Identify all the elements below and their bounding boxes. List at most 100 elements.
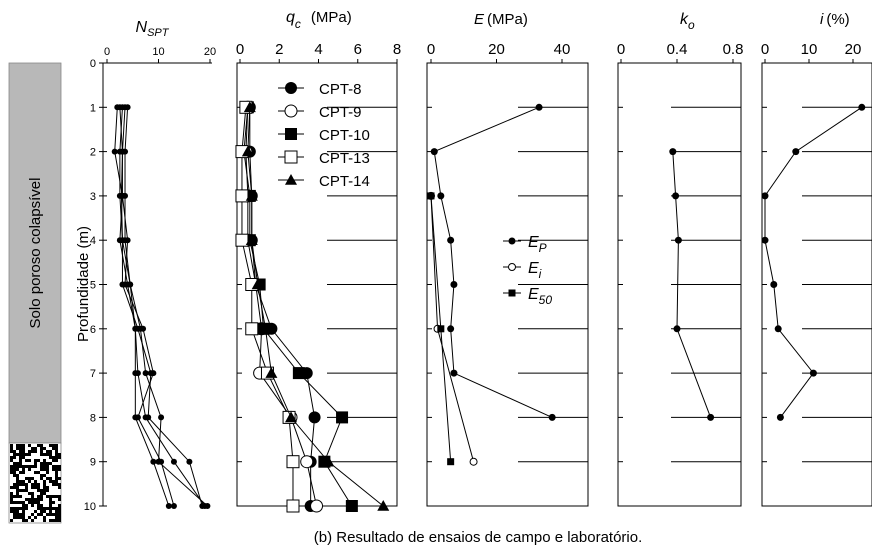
- pattern-dot: [28, 468, 31, 471]
- pattern-dot: [49, 519, 52, 522]
- pattern-dot: [10, 468, 13, 471]
- pattern-dot: [37, 444, 40, 447]
- x-tick-label: 0: [236, 41, 244, 58]
- pattern-dot: [37, 498, 40, 501]
- layer-label: Solo poroso colapsível: [27, 178, 44, 329]
- pattern-dot: [55, 468, 58, 471]
- marker-filled-circle: [447, 325, 455, 333]
- marker-filled-circle: [165, 503, 172, 509]
- pattern-dot: [43, 480, 46, 483]
- pattern-dot: [34, 471, 37, 474]
- pattern-dot: [52, 513, 55, 516]
- pattern-dot: [16, 513, 19, 516]
- pattern-dot: [58, 456, 61, 459]
- marker-filled-circle: [116, 237, 123, 244]
- depth-tick-label: 3: [90, 191, 96, 203]
- pattern-dot: [19, 480, 22, 483]
- pattern-dot: [31, 465, 34, 468]
- pattern-dot: [49, 507, 52, 510]
- pattern-dot: [37, 483, 40, 486]
- panel-title-qc: qc (MPa): [286, 9, 352, 31]
- marker-open-square: [235, 189, 249, 203]
- marker-filled-circle: [792, 148, 800, 156]
- pattern-dot: [16, 507, 19, 510]
- pattern-dot: [31, 477, 34, 480]
- pattern-dot: [46, 450, 49, 453]
- pattern-dot: [58, 495, 61, 498]
- pattern-dot: [49, 456, 52, 459]
- pattern-dot: [19, 459, 22, 462]
- pattern-dot: [43, 453, 46, 456]
- marker-filled-triangle: [245, 189, 258, 201]
- pattern-dot: [19, 507, 22, 510]
- pattern-dot: [58, 504, 61, 507]
- marker-filled-circle: [673, 325, 681, 333]
- marker-filled-square: [447, 458, 455, 466]
- marker-filled-circle: [137, 325, 144, 332]
- marker-filled-circle: [204, 503, 211, 509]
- pattern-dot: [13, 513, 16, 516]
- pattern-dot: [16, 489, 19, 492]
- pattern-dot: [22, 453, 25, 456]
- marker-filled-circle: [774, 325, 782, 333]
- pattern-dot: [40, 492, 43, 495]
- depth-tick-label: 6: [90, 324, 96, 336]
- pattern-dot: [10, 495, 13, 498]
- pattern-dot: [58, 513, 61, 516]
- series-line: [764, 106, 863, 418]
- marker-filled-circle: [132, 325, 139, 332]
- pattern-dot: [16, 495, 19, 498]
- pattern-dot: [55, 453, 58, 456]
- pattern-dot: [16, 486, 19, 489]
- pattern-dot: [37, 504, 40, 507]
- pattern-dot: [13, 465, 16, 468]
- pattern-dot: [10, 486, 13, 489]
- pattern-dot: [43, 459, 46, 462]
- marker-filled-circle: [535, 103, 543, 111]
- pattern-dot: [31, 447, 34, 450]
- panel-title-ko: ko: [680, 11, 695, 32]
- pattern-dot: [55, 483, 58, 486]
- pattern-dot: [31, 492, 34, 495]
- pattern-dot: [31, 519, 34, 522]
- pattern-dot: [16, 492, 19, 495]
- pattern-dot: [10, 507, 13, 510]
- pattern-dot: [13, 495, 16, 498]
- pattern-dot: [37, 501, 40, 504]
- series-line: [114, 107, 175, 507]
- pattern-dot: [52, 480, 55, 483]
- pattern-dot: [40, 510, 43, 513]
- pattern-dot: [19, 444, 22, 447]
- pattern-dot: [25, 483, 28, 486]
- pattern-dot: [52, 519, 55, 522]
- pattern-dot: [49, 450, 52, 453]
- pattern-dot: [13, 462, 16, 465]
- pattern-dot: [55, 459, 58, 462]
- marker-filled-circle: [508, 237, 516, 245]
- pattern-dot: [34, 516, 37, 519]
- pattern-dot: [19, 447, 22, 450]
- pattern-dot: [19, 516, 22, 519]
- marker-filled-circle: [308, 411, 321, 424]
- pattern-dot: [40, 504, 43, 507]
- pattern-dot: [16, 480, 19, 483]
- series-line: [245, 107, 318, 507]
- marker-open-circle: [310, 499, 324, 513]
- pattern-dot: [31, 486, 34, 489]
- pattern-dot: [58, 507, 61, 510]
- pattern-dot: [55, 477, 58, 480]
- depth-tick-label: 2: [90, 147, 96, 159]
- panel-1: 0 2 4 6 8 CPT-8 CPT-9 CPT-10 CPT-13 CPT-14: [235, 41, 401, 513]
- pattern-dot: [13, 468, 16, 471]
- x-tick-label: 4: [314, 41, 322, 58]
- depth-tick-label: 0: [90, 58, 96, 70]
- pattern-dot: [10, 492, 13, 495]
- pattern-dot: [16, 483, 19, 486]
- pattern-dot: [10, 450, 13, 453]
- depth-tick-label: 10: [84, 501, 96, 513]
- pattern-dot: [25, 459, 28, 462]
- pattern-dot: [31, 504, 34, 507]
- pattern-dot: [49, 510, 52, 513]
- marker-filled-circle: [132, 414, 139, 421]
- pattern-dot: [16, 468, 19, 471]
